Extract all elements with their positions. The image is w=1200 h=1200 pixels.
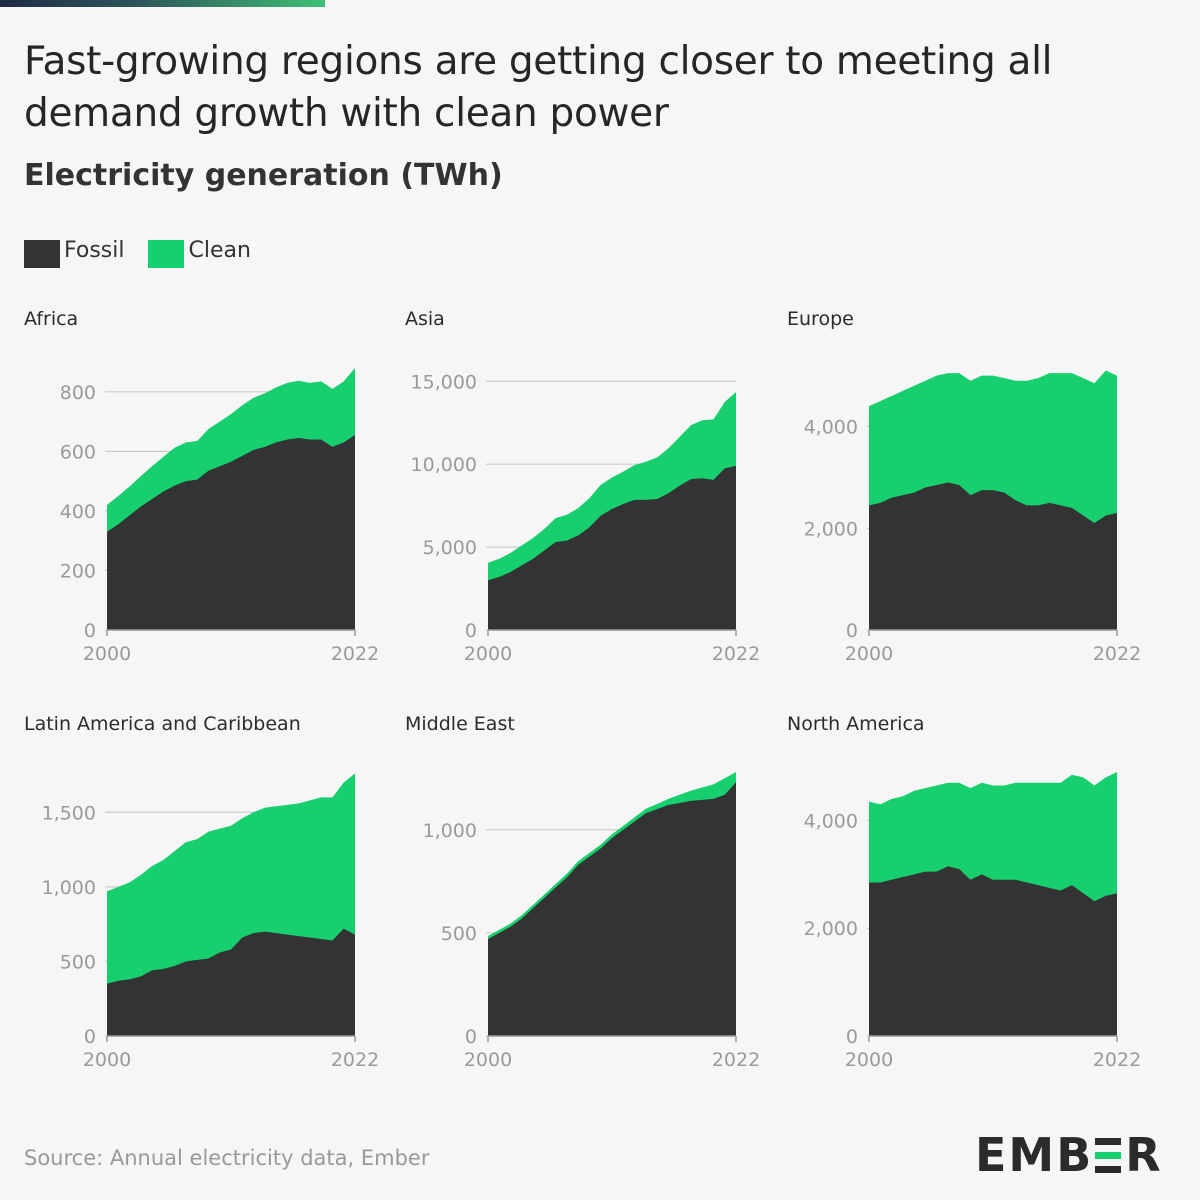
y-tick-label-north-america: 4,000 (804, 810, 858, 832)
y-tick-label-europe: 0 (846, 620, 858, 642)
x-tick-label-europe: 2022 (1093, 643, 1141, 665)
source-note: Source: Annual electricity data, Ember (24, 1146, 430, 1170)
y-tick-label-asia: 0 (465, 620, 477, 642)
x-tick-label-europe: 2000 (845, 643, 893, 665)
y-tick-label-africa: 200 (60, 560, 96, 582)
legend-label-clean: Clean (188, 237, 251, 263)
y-tick-label-north-america: 2,000 (804, 918, 858, 940)
chart-subtitle: Electricity generation (TWh) (24, 158, 503, 193)
x-tick-label-middle-east: 2022 (712, 1049, 760, 1071)
legend-label-fossil: Fossil (64, 237, 125, 263)
y-tick-label-asia: 15,000 (411, 371, 477, 393)
y-tick-label-europe: 2,000 (804, 518, 858, 540)
panel-title-latin-america-and-caribbean: Latin America and Caribbean (24, 713, 301, 735)
legend: Fossil Clean (24, 236, 275, 268)
y-tick-label-africa: 800 (60, 382, 96, 404)
x-tick-label-asia: 2022 (712, 643, 760, 665)
legend-swatch-clean (148, 240, 185, 268)
x-tick-label-latin-america-and-caribbean: 2022 (331, 1049, 379, 1071)
x-tick-label-north-america: 2022 (1093, 1049, 1141, 1071)
x-tick-label-latin-america-and-caribbean: 2000 (83, 1049, 131, 1071)
panel-title-europe: Europe (787, 308, 854, 330)
x-tick-label-africa: 2022 (331, 643, 379, 665)
y-tick-label-middle-east: 0 (465, 1026, 477, 1048)
fossil-area-north-america (869, 866, 1117, 1036)
y-tick-label-europe: 4,000 (804, 417, 858, 439)
legend-item-clean: Clean (148, 236, 251, 268)
ember-logo: EMB R (975, 1128, 1163, 1182)
logo-text-start: EMB (975, 1128, 1094, 1182)
y-tick-label-middle-east: 1,000 (423, 820, 477, 842)
x-tick-label-middle-east: 2000 (464, 1049, 512, 1071)
logo-text-end: R (1125, 1128, 1163, 1182)
legend-item-fossil: Fossil (24, 236, 125, 268)
fossil-area-europe (869, 482, 1117, 630)
panel-title-asia: Asia (405, 308, 445, 330)
fossil-area-africa (107, 434, 355, 630)
y-tick-label-latin-america-and-caribbean: 500 (60, 951, 96, 973)
y-tick-label-asia: 10,000 (411, 454, 477, 476)
x-tick-label-north-america: 2000 (845, 1049, 893, 1071)
x-tick-label-asia: 2000 (464, 643, 512, 665)
panel-title-africa: Africa (24, 308, 78, 330)
y-tick-label-north-america: 0 (846, 1026, 858, 1048)
y-tick-label-africa: 0 (84, 620, 96, 642)
fossil-area-asia (488, 465, 736, 630)
legend-swatch-fossil (24, 240, 60, 268)
chart-title: Fast-growing regions are getting closer … (24, 39, 1053, 136)
logo-e-glyph (1095, 1137, 1122, 1173)
y-tick-label-latin-america-and-caribbean: 1,500 (42, 802, 96, 824)
y-tick-label-middle-east: 500 (441, 923, 477, 945)
y-tick-label-africa: 400 (60, 501, 96, 523)
y-tick-label-africa: 600 (60, 441, 96, 463)
x-tick-label-africa: 2000 (83, 643, 131, 665)
fossil-area-middle-east (488, 782, 736, 1036)
panel-title-middle-east: Middle East (405, 713, 515, 735)
fossil-area-latin-america-and-caribbean (107, 928, 355, 1036)
y-tick-label-latin-america-and-caribbean: 1,000 (42, 877, 96, 899)
y-tick-label-latin-america-and-caribbean: 0 (84, 1026, 96, 1048)
panel-title-north-america: North America (787, 713, 925, 735)
y-tick-label-asia: 5,000 (423, 537, 477, 559)
brand-accent-bar (0, 0, 325, 7)
